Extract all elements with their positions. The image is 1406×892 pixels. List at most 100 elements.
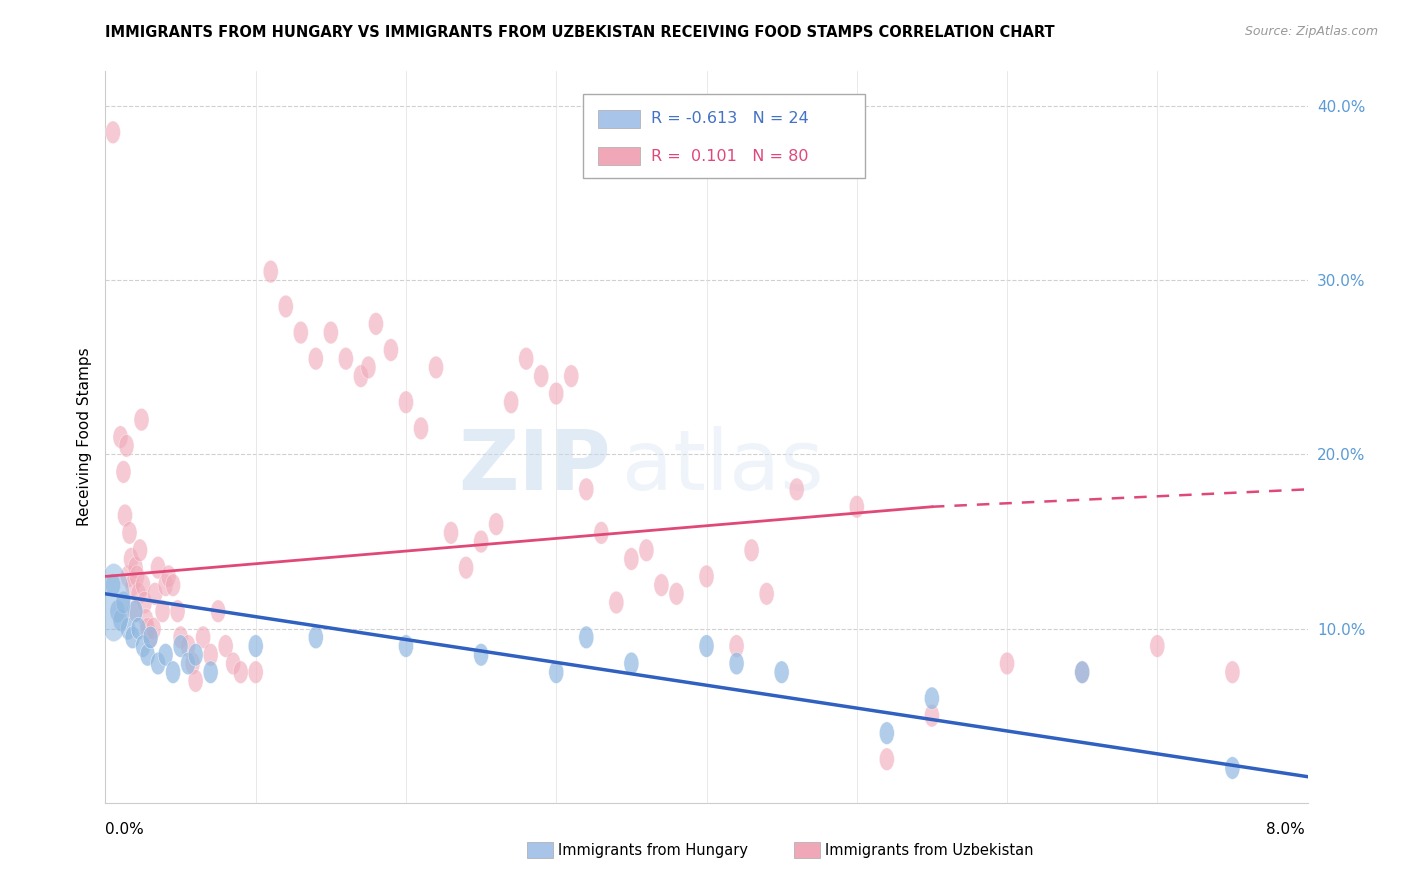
Ellipse shape: [654, 574, 669, 597]
Ellipse shape: [211, 600, 225, 623]
Ellipse shape: [699, 566, 714, 588]
Ellipse shape: [118, 504, 132, 527]
Ellipse shape: [730, 652, 744, 674]
Ellipse shape: [548, 383, 564, 405]
Ellipse shape: [474, 643, 489, 666]
Ellipse shape: [115, 591, 131, 614]
Ellipse shape: [97, 564, 131, 641]
Ellipse shape: [669, 582, 683, 605]
Ellipse shape: [1225, 756, 1240, 780]
Text: 8.0%: 8.0%: [1265, 822, 1305, 837]
Ellipse shape: [202, 643, 218, 666]
Ellipse shape: [849, 495, 865, 518]
Ellipse shape: [139, 608, 153, 632]
Ellipse shape: [105, 121, 121, 144]
Ellipse shape: [112, 425, 128, 449]
Ellipse shape: [173, 635, 188, 657]
Ellipse shape: [489, 513, 503, 535]
Ellipse shape: [150, 557, 166, 579]
Ellipse shape: [112, 608, 128, 632]
Ellipse shape: [170, 600, 186, 623]
Ellipse shape: [1225, 661, 1240, 683]
Ellipse shape: [579, 626, 593, 648]
Ellipse shape: [308, 347, 323, 370]
Y-axis label: Receiving Food Stamps: Receiving Food Stamps: [76, 348, 91, 526]
Text: IMMIGRANTS FROM HUNGARY VS IMMIGRANTS FROM UZBEKISTAN RECEIVING FOOD STAMPS CORR: IMMIGRANTS FROM HUNGARY VS IMMIGRANTS FR…: [105, 25, 1054, 40]
Ellipse shape: [132, 539, 148, 562]
Ellipse shape: [429, 356, 443, 379]
Ellipse shape: [924, 687, 939, 710]
Ellipse shape: [162, 566, 176, 588]
Ellipse shape: [122, 522, 136, 544]
Ellipse shape: [180, 652, 195, 674]
Ellipse shape: [1150, 635, 1164, 657]
Ellipse shape: [195, 626, 211, 648]
Ellipse shape: [384, 339, 398, 361]
Ellipse shape: [146, 617, 162, 640]
Ellipse shape: [699, 635, 714, 657]
Ellipse shape: [150, 652, 166, 674]
Text: ZIP: ZIP: [458, 425, 610, 507]
Ellipse shape: [339, 347, 353, 370]
Ellipse shape: [249, 661, 263, 683]
Ellipse shape: [398, 391, 413, 414]
Text: atlas: atlas: [623, 425, 824, 507]
Text: Immigrants from Uzbekistan: Immigrants from Uzbekistan: [825, 843, 1033, 857]
Text: R = -0.613   N = 24: R = -0.613 N = 24: [651, 112, 808, 126]
Ellipse shape: [143, 626, 157, 648]
Ellipse shape: [278, 295, 294, 318]
Ellipse shape: [789, 478, 804, 500]
Ellipse shape: [131, 582, 146, 605]
Ellipse shape: [127, 600, 142, 623]
Ellipse shape: [1074, 661, 1090, 683]
Ellipse shape: [110, 600, 125, 623]
Ellipse shape: [128, 600, 143, 623]
Ellipse shape: [924, 705, 939, 727]
Ellipse shape: [534, 365, 548, 387]
Ellipse shape: [124, 548, 139, 570]
Ellipse shape: [136, 591, 152, 614]
Ellipse shape: [593, 522, 609, 544]
Ellipse shape: [361, 356, 375, 379]
Ellipse shape: [157, 643, 173, 666]
Ellipse shape: [121, 617, 135, 640]
Ellipse shape: [323, 321, 339, 344]
Ellipse shape: [218, 635, 233, 657]
Ellipse shape: [503, 391, 519, 414]
Ellipse shape: [202, 661, 218, 683]
Ellipse shape: [458, 557, 474, 579]
Ellipse shape: [1000, 652, 1015, 674]
Ellipse shape: [173, 626, 188, 648]
Ellipse shape: [188, 670, 202, 692]
Ellipse shape: [294, 321, 308, 344]
Ellipse shape: [180, 635, 195, 657]
Ellipse shape: [233, 661, 249, 683]
Ellipse shape: [624, 548, 638, 570]
Text: Source: ZipAtlas.com: Source: ZipAtlas.com: [1244, 25, 1378, 38]
Ellipse shape: [155, 600, 170, 623]
Ellipse shape: [368, 312, 384, 335]
Ellipse shape: [353, 365, 368, 387]
Ellipse shape: [730, 635, 744, 657]
Ellipse shape: [413, 417, 429, 440]
Ellipse shape: [548, 661, 564, 683]
Ellipse shape: [121, 566, 135, 588]
Ellipse shape: [879, 747, 894, 771]
Ellipse shape: [564, 365, 579, 387]
Ellipse shape: [125, 574, 141, 597]
Ellipse shape: [609, 591, 624, 614]
Ellipse shape: [249, 635, 263, 657]
Text: R =  0.101   N = 80: R = 0.101 N = 80: [651, 149, 808, 163]
Ellipse shape: [141, 643, 155, 666]
Ellipse shape: [308, 626, 323, 648]
Ellipse shape: [166, 661, 180, 683]
Ellipse shape: [105, 574, 121, 597]
Ellipse shape: [879, 722, 894, 745]
Ellipse shape: [519, 347, 534, 370]
Ellipse shape: [744, 539, 759, 562]
Ellipse shape: [135, 574, 150, 597]
Ellipse shape: [131, 617, 146, 640]
Text: 0.0%: 0.0%: [105, 822, 145, 837]
Ellipse shape: [263, 260, 278, 283]
Ellipse shape: [148, 582, 163, 605]
